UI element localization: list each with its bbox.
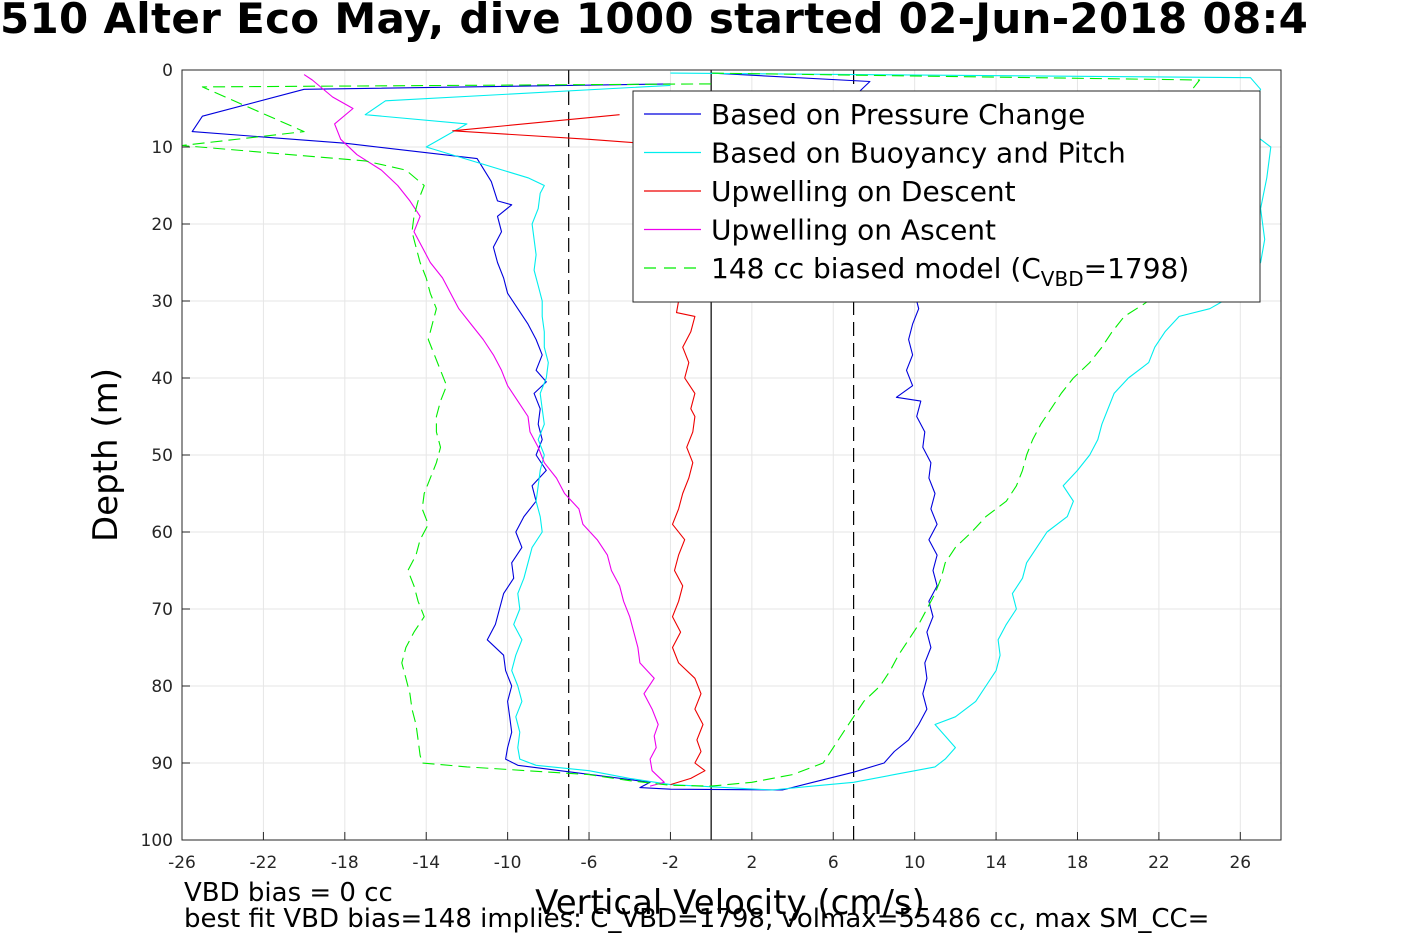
legend-label-end: =1798): [1084, 252, 1190, 285]
x-axis-label: Vertical Velocity (cm/s): [535, 883, 925, 923]
x-tick-label: -22: [250, 853, 278, 873]
x-tick-label: -26: [168, 853, 196, 873]
x-tick-label: -6: [581, 853, 598, 873]
x-tick-label: 10: [904, 853, 926, 873]
x-tick-label: 2: [746, 853, 757, 873]
y-tick-label: 80: [151, 677, 173, 697]
legend-label: Upwelling on Descent: [711, 175, 1016, 208]
x-axis-ticks: -26 -22 -18 -14 -10 -6 -2 2 6 10 14 18 22 26: [168, 832, 1251, 873]
y-tick-label: 0: [162, 61, 173, 81]
legend-label: Based on Buoyancy and Pitch: [711, 137, 1126, 170]
x-tick-label: -10: [494, 853, 522, 873]
series-line-4: [303, 74, 665, 787]
x-tick-label: -2: [662, 853, 679, 873]
x-tick-label: 22: [1148, 853, 1170, 873]
legend-label: Based on Pressure Change: [711, 98, 1085, 131]
y-axis-ticks: 0 10 20 30 40 50 60 70 80 90 100: [141, 61, 190, 851]
legend: Based on Pressure Change Based on Buoyanc…: [632, 90, 1261, 303]
series-line-5: [181, 72, 1201, 787]
y-tick-label: 10: [151, 138, 173, 158]
x-tick-label: 26: [1229, 853, 1251, 873]
series-line-1: [191, 72, 938, 791]
x-tick-label: 18: [1067, 853, 1089, 873]
x-tick-label: -14: [412, 853, 440, 873]
legend-label-subscript: VBD: [1041, 267, 1084, 291]
y-tick-label: 30: [151, 292, 173, 312]
figure-title: 510 Alter Eco May, dive 1000 started 02-…: [0, 0, 1309, 43]
vbd-bias-note: VBD bias = 0 cc: [184, 878, 393, 908]
y-tick-label: 90: [151, 754, 173, 774]
legend-label: Upwelling on Ascent: [711, 214, 996, 247]
best-fit-note: best fit VBD bias=148 implies: C_VBD=179…: [184, 904, 1210, 934]
y-tick-label: 100: [141, 831, 173, 851]
legend-label: 148 cc biased model (CVBD=1798): [711, 252, 1189, 291]
x-tick-label: -18: [331, 853, 359, 873]
y-axis-label: Depth (m): [86, 368, 126, 542]
y-tick-label: 60: [151, 523, 173, 543]
x-tick-label: 14: [985, 853, 1007, 873]
y-tick-label: 50: [151, 446, 173, 466]
y-tick-label: 20: [151, 215, 173, 235]
y-tick-label: 40: [151, 369, 173, 389]
legend-label-main: 148 cc biased model (C: [711, 252, 1041, 285]
legend-box: [632, 90, 1261, 303]
y-tick-label: 70: [151, 600, 173, 620]
x-tick-label: 6: [828, 853, 839, 873]
